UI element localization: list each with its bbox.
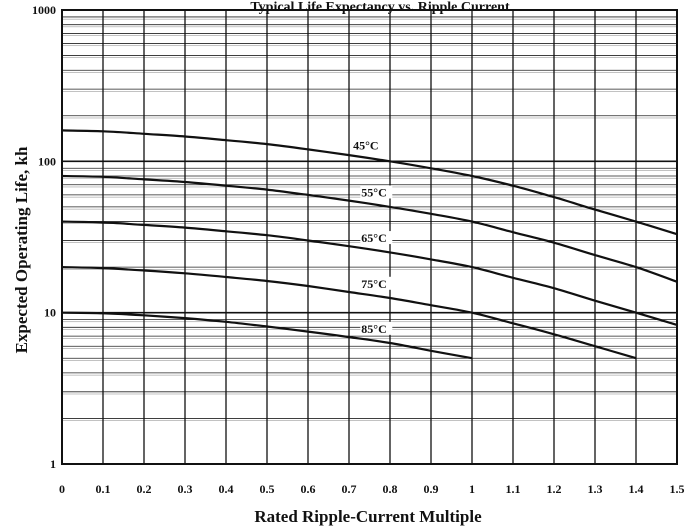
x-tick-label: 0.4 [219,482,234,496]
x-tick-label: 0.2 [137,482,152,496]
curve-label-85c: 85°C [361,322,386,336]
curve-label-65c: 65°C [361,231,386,245]
x-tick-label: 0 [59,482,65,496]
curve-label-75c: 75°C [361,277,386,291]
series-line-65c [61,220,678,326]
x-tick-label: 0.6 [301,482,316,496]
x-tick-label: 1.4 [629,482,644,496]
x-tick-label: 1.1 [506,482,521,496]
x-tick-label: 0.9 [424,482,439,496]
curve-label-backdrop [360,231,393,245]
curve-label-backdrop [360,185,393,199]
series-line-75c [61,266,637,360]
x-tick-label: 0.1 [96,482,111,496]
series-line-45c [61,129,678,236]
y-axis-title: Expected Operating Life, kh [12,146,31,353]
x-axis-title: Rated Ripple-Current Multiple [254,507,482,526]
chart-title: Typical Life Expectancy vs. Ripple Curre… [250,0,510,15]
x-tick-label: 1.5 [670,482,685,496]
x-tick-label: 0.5 [260,482,275,496]
plot-border [61,9,678,465]
x-tick-labels: 0 0.1 0.2 0.3 0.4 0.5 0.6 0.7 0.8 0.9 1 1.1 1.2 1.3 1.… [59,482,685,496]
curve-label-group: 45°C 55°C 65°C 75°C 85°C [352,138,393,336]
plot-frame [61,9,678,465]
x-tick-label: 0.3 [178,482,193,496]
curve-label-backdrop [352,138,385,152]
curve-label-55c: 55°C [361,186,386,200]
y-tick-label: 10 [44,306,56,320]
y-tick-label: 1 [50,457,56,471]
x-tick-label: 1.2 [547,482,562,496]
y-tick-labels: 1 10 100 1000 [32,3,56,471]
x-tick-label: 1.3 [588,482,603,496]
curve-label-backdrop [360,276,393,290]
series-group [61,129,678,360]
x-tick-label: 0.8 [383,482,398,496]
y-tick-label: 100 [38,154,56,168]
y-tick-label: 1000 [32,3,56,17]
curve-label-backdrop [360,321,393,335]
curve-label-45c: 45°C [353,139,378,153]
series-line-85c [61,311,473,360]
x-tick-label: 1 [469,482,475,496]
series-line-55c [61,174,678,283]
x-tick-label: 0.7 [342,482,357,496]
